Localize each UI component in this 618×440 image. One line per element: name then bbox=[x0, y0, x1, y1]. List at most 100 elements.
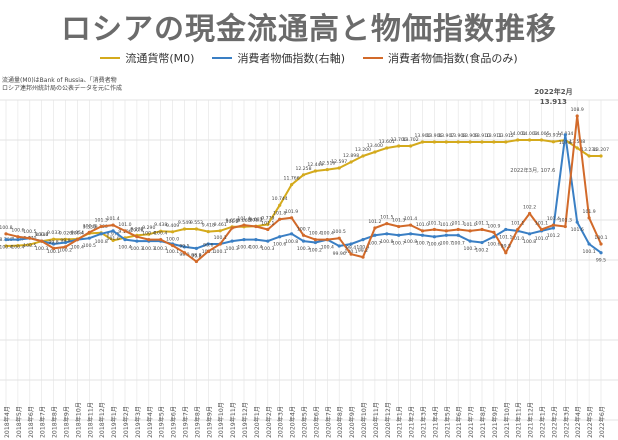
data-point-food bbox=[504, 251, 508, 255]
data-label-food: 100.6 bbox=[11, 228, 24, 234]
data-point-food bbox=[325, 238, 329, 242]
data-point-food bbox=[194, 259, 198, 264]
data-point-cpi bbox=[4, 238, 8, 242]
x-tick-label: 2022年2月 bbox=[550, 406, 558, 438]
data-label-cpi: 100.4 bbox=[0, 245, 13, 251]
data-label-cpi: 101.0 bbox=[107, 236, 120, 242]
data-label-cpi: 100.7 bbox=[416, 240, 429, 246]
data-point-cpi bbox=[278, 235, 282, 239]
x-tick-label: 2021年9月 bbox=[491, 406, 499, 438]
data-point-food bbox=[301, 233, 306, 237]
data-label-cpi: 100.3 bbox=[226, 246, 239, 252]
data-label-m0: 8.975 bbox=[107, 231, 120, 237]
data-label-m0: 13.913 bbox=[545, 133, 561, 139]
data-point-cpi bbox=[52, 242, 56, 246]
data-label-cpi: 100.4 bbox=[118, 245, 131, 251]
x-tick-label: 2021年4月 bbox=[431, 406, 439, 438]
x-tick-label: 2018年5月 bbox=[15, 406, 23, 438]
data-label-cpi: 99.96 bbox=[333, 251, 346, 257]
data-label-cpi: 100.3 bbox=[464, 246, 477, 252]
data-point-food bbox=[63, 245, 68, 249]
data-point-m0 bbox=[599, 154, 603, 158]
x-tick-label: 2020年1月 bbox=[253, 406, 261, 438]
data-point-m0 bbox=[278, 203, 282, 207]
data-label-m0: 9.549 bbox=[178, 220, 191, 226]
data-point-m0 bbox=[373, 150, 377, 154]
data-label-m0: 12.516 bbox=[319, 161, 335, 167]
data-point-cpi bbox=[313, 240, 317, 245]
data-point-m0 bbox=[432, 140, 436, 144]
data-point-m0 bbox=[539, 138, 544, 142]
x-tick-label: 2019年8月 bbox=[193, 406, 201, 438]
data-point-cpi bbox=[599, 251, 603, 255]
data-label-food: 102.2 bbox=[523, 204, 536, 210]
data-label-food: 101.3 bbox=[392, 218, 405, 224]
data-label-food: 99.6 bbox=[203, 242, 213, 248]
data-label-cpi: 100.2 bbox=[59, 248, 72, 254]
data-label-food: 101.0 bbox=[118, 222, 131, 228]
data-point-m0 bbox=[409, 144, 413, 148]
data-label-cpi: 99.9 bbox=[179, 252, 189, 258]
data-label-food: 99.4 bbox=[346, 245, 356, 251]
data-label-cpi: 100.1 bbox=[47, 249, 60, 255]
data-label-cpi: 101.1 bbox=[499, 234, 512, 240]
data-label-food: 99.8 bbox=[48, 239, 58, 245]
data-point-cpi bbox=[230, 239, 234, 243]
data-label-m0: 13.588 bbox=[569, 139, 585, 145]
data-point-food bbox=[385, 222, 389, 226]
data-point-food bbox=[313, 238, 317, 242]
data-label-food: 101.1 bbox=[428, 220, 441, 226]
data-label-cpi: 100.8 bbox=[285, 239, 298, 245]
data-point-cpi bbox=[432, 235, 436, 239]
data-point-cpi bbox=[468, 239, 472, 243]
x-tick-label: 2018年11月 bbox=[86, 402, 94, 438]
x-tick-label: 2021年6月 bbox=[455, 406, 463, 438]
data-point-food bbox=[361, 255, 365, 259]
data-label-food: 101.9 bbox=[583, 209, 596, 215]
data-point-food bbox=[87, 230, 91, 234]
data-point-food bbox=[290, 216, 294, 220]
data-point-food bbox=[230, 226, 234, 230]
data-point-m0 bbox=[361, 154, 365, 158]
data-point-food bbox=[52, 246, 56, 250]
legend-item-food: 消費者物価指数(食品のみ) bbox=[363, 50, 518, 66]
source-note-line-1: 流通量(M0)はBank of Russia、「消費者物 bbox=[2, 77, 117, 84]
data-point-m0 bbox=[516, 138, 520, 142]
data-label-food: 101.3 bbox=[95, 218, 108, 224]
data-point-food bbox=[135, 235, 139, 239]
data-label-m0: 8.936 bbox=[35, 232, 48, 238]
data-point-m0 bbox=[456, 140, 460, 144]
legend: 流通貨幣(M0) 消費者物価指数(右軸) 消費者物価指数(食品のみ) bbox=[0, 50, 618, 66]
legend-item-m0: 流通貨幣(M0) bbox=[100, 50, 194, 66]
data-point-cpi bbox=[563, 133, 567, 137]
x-tick-label: 2022年6月 bbox=[598, 406, 606, 438]
data-label-food: 100.4 bbox=[321, 231, 334, 237]
data-point-food bbox=[218, 242, 222, 246]
data-point-food bbox=[456, 227, 460, 232]
x-tick-label: 2020年11月 bbox=[372, 402, 380, 438]
x-tick-label: 2020年7月 bbox=[324, 406, 332, 438]
data-label-m0: 13.702 bbox=[403, 137, 419, 143]
data-label-food: 100.4 bbox=[309, 231, 322, 237]
data-point-food bbox=[337, 236, 341, 240]
data-point-food bbox=[539, 227, 544, 232]
data-label-food: 100.3 bbox=[35, 232, 48, 238]
data-point-m0 bbox=[551, 140, 556, 144]
data-label-m0: 13.909 bbox=[462, 133, 478, 139]
data-point-m0 bbox=[587, 154, 591, 158]
data-label-m0: 12.449 bbox=[307, 162, 323, 168]
data-label-m0: 9.461 bbox=[214, 222, 227, 228]
data-point-m0 bbox=[528, 138, 532, 142]
data-point-cpi bbox=[254, 238, 258, 242]
source-note-line-2: ロシア連邦州統計局の公表データを元に作成 bbox=[2, 85, 123, 92]
legend-swatch-m0 bbox=[100, 57, 121, 59]
data-point-food bbox=[563, 224, 567, 229]
data-point-m0 bbox=[206, 230, 210, 234]
data-point-m0 bbox=[385, 146, 389, 150]
data-point-cpi bbox=[409, 232, 413, 236]
data-point-food bbox=[266, 227, 270, 232]
data-point-food bbox=[397, 224, 401, 229]
data-label-m0: 12.898 bbox=[343, 153, 359, 159]
x-tick-label: 2018年12月 bbox=[98, 402, 106, 438]
